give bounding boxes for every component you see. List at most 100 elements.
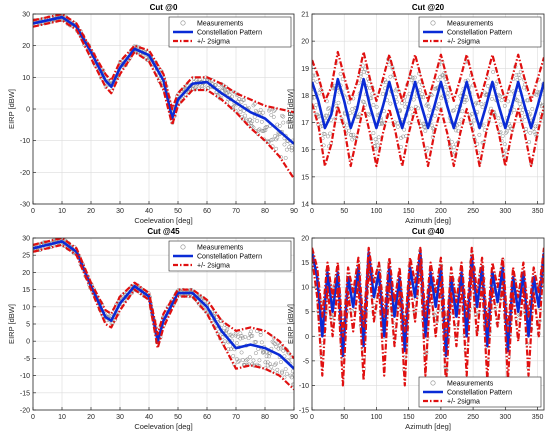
measurement-point — [404, 133, 409, 138]
measurement-point — [232, 90, 237, 95]
measurement-point — [283, 156, 288, 160]
y-tick-label: 0 — [26, 107, 30, 114]
chart-title: Cut @45 — [147, 227, 180, 236]
measurement-point — [222, 339, 227, 344]
measurement-point — [426, 104, 431, 109]
measurement-point — [477, 132, 482, 137]
measurement-point — [264, 124, 269, 129]
measurement-point — [439, 96, 444, 101]
measurement-point — [388, 74, 393, 79]
y-tick-label: 10 — [301, 285, 309, 292]
measurement-point — [402, 127, 407, 132]
measurement-point — [259, 340, 264, 345]
y-tick-label: -15 — [299, 408, 309, 415]
measurement-point — [518, 105, 523, 110]
measurement-point — [427, 107, 432, 112]
measurement-point — [374, 104, 379, 109]
legend: Measurements Constellation Pattern +/- 2si… — [168, 16, 292, 48]
x-tick-label: 250 — [467, 414, 479, 421]
legend-marker-measurements — [430, 380, 436, 386]
x-tick-label: 60 — [203, 208, 211, 215]
measurement-point — [340, 77, 345, 82]
measurement-point — [244, 358, 249, 363]
series-line-pattern — [33, 240, 294, 370]
y-tick-label: 15 — [301, 174, 309, 181]
chart-panel-1: 0 50 100 150 200 250 300 350 14 15 16 17 18 19 20 21 Cut… — [286, 3, 545, 225]
measurement-point — [530, 107, 535, 111]
x-tick-label: 40 — [145, 208, 153, 215]
measurement-point — [245, 357, 250, 362]
y-tick-label: 10 — [22, 304, 30, 311]
legend: Measurements Constellation Pattern +/- 2si… — [168, 240, 292, 272]
y-tick-label: 20 — [22, 270, 30, 277]
measurement-point — [197, 293, 202, 298]
measurement-point — [265, 360, 270, 365]
measurement-point — [452, 108, 456, 113]
x-tick-label: 0 — [310, 208, 314, 215]
measurement-point — [275, 135, 280, 140]
x-tick-label: 0 — [31, 208, 35, 215]
measurement-point — [281, 114, 286, 119]
measurement-point — [517, 101, 522, 106]
measurement-point — [509, 126, 514, 131]
y-tick-label: 30 — [22, 236, 30, 243]
measurement-point — [314, 102, 319, 107]
measurement-point — [238, 331, 243, 336]
measurement-point — [412, 75, 417, 80]
measurement-point — [409, 106, 414, 111]
measurement-point — [249, 333, 254, 338]
y-axis-label: EIRP [dBW] — [7, 89, 16, 129]
y-tick-label: -30 — [20, 202, 30, 209]
measurement-point — [261, 110, 265, 115]
measurement-point — [429, 93, 434, 98]
measurement-point — [485, 84, 490, 88]
measurement-point — [271, 115, 276, 119]
measurement-point — [325, 107, 330, 112]
chart-title: Cut @0 — [150, 3, 178, 12]
y-tick-label: -20 — [20, 170, 30, 177]
measurement-point — [464, 98, 469, 102]
measurement-point — [274, 361, 279, 366]
y-tick-label: -20 — [20, 408, 30, 415]
measurement-point — [370, 91, 375, 96]
legend-marker-measurements — [180, 244, 186, 250]
measurement-point — [222, 88, 227, 93]
measurement-point — [272, 342, 277, 347]
measurement-point — [239, 350, 244, 355]
measurement-point — [230, 334, 234, 339]
y-tick-label: 18 — [301, 93, 309, 100]
x-tick-label: 0 — [310, 414, 314, 421]
legend-label: Constellation Pattern — [197, 30, 262, 37]
measurement-point — [330, 315, 335, 320]
measurement-point — [274, 146, 279, 151]
measurement-point — [322, 132, 327, 137]
measurement-point — [233, 333, 238, 338]
measurement-point — [236, 360, 240, 365]
measurement-point — [280, 369, 285, 374]
measurement-point — [280, 370, 285, 375]
measurement-point — [444, 80, 449, 85]
measurement-point — [258, 332, 263, 337]
measurement-point — [497, 93, 502, 98]
measurement-point — [267, 108, 271, 113]
x-tick-label: 20 — [87, 208, 95, 215]
measurement-point — [264, 354, 269, 359]
chart-title: Cut @40 — [412, 227, 445, 236]
measurement-point — [183, 93, 188, 98]
x-axis-label: Coelevation [deg] — [134, 422, 192, 431]
measurement-point — [282, 375, 287, 380]
y-tick-label: -15 — [20, 390, 30, 397]
measurement-point — [282, 142, 287, 147]
measurement-point — [312, 73, 316, 78]
measurement-point — [379, 122, 384, 126]
measurement-point — [354, 135, 359, 140]
measurement-point — [275, 122, 280, 127]
measurement-point — [333, 116, 338, 121]
measurement-point — [272, 107, 277, 112]
measurement-point — [241, 98, 246, 102]
legend: Measurements Constellation Pattern +/- 2si… — [418, 376, 542, 408]
measurement-point — [496, 116, 501, 121]
measurement-point — [269, 113, 274, 118]
measurement-point — [517, 76, 522, 81]
measurement-point — [274, 344, 279, 349]
